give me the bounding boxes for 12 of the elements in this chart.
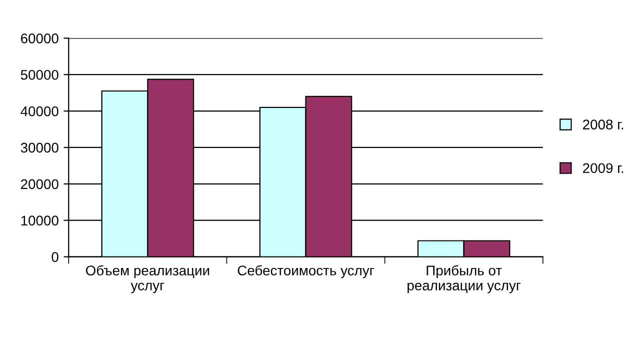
y-tick-label: 30000 [20,142,58,153]
y-tick-label: 0 [52,252,58,262]
y-tick-label: 20000 [21,179,58,190]
y-tick-label: 40000 [20,106,58,116]
y-tick-label: 10000 [21,216,58,226]
x-tick-label: Себестоимость услуг [238,265,374,278]
legend-label: 2008 г. [583,120,624,130]
legend-label: 2009 г. [583,163,624,174]
x-tick-label: Объем реализации услуг [86,265,210,294]
y-tick-label: 60000 [21,34,58,44]
x-tick-label: Прибыль от реализации услуг [408,265,521,294]
y-tick-label: 50000 [20,70,58,80]
